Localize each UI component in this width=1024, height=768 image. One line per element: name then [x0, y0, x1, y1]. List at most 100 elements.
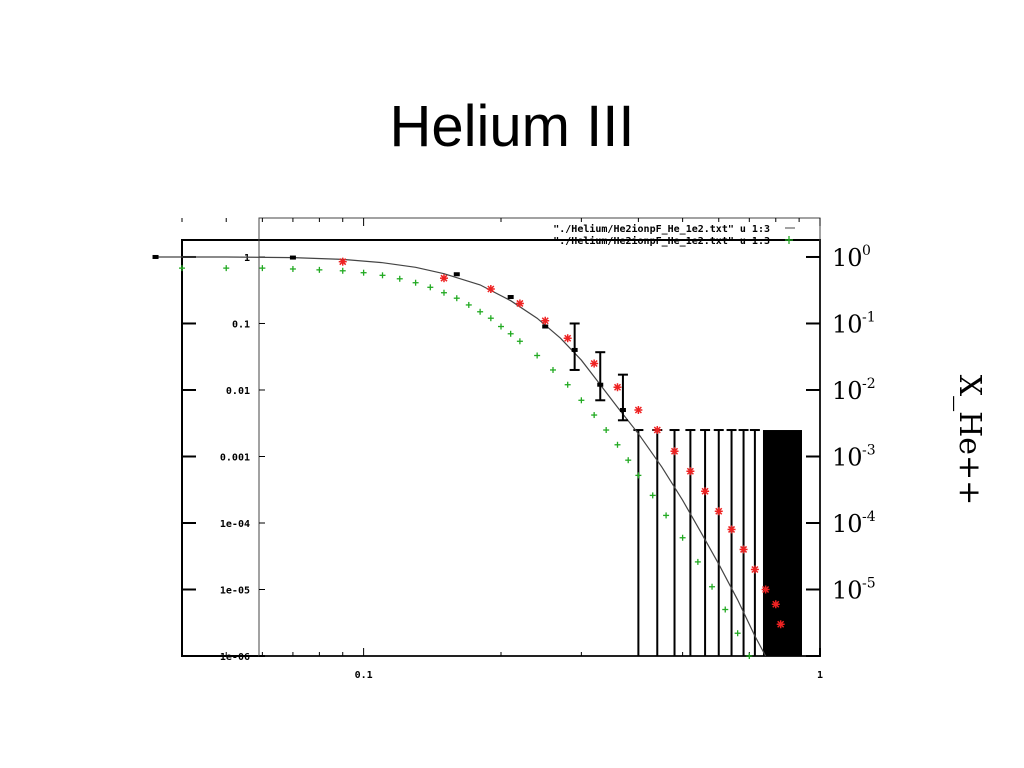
- data-point-star: [563, 334, 572, 343]
- legend: "./Helium/He2ionpF_He_1e2.txt" u 1:3"./H…: [553, 223, 795, 247]
- data-point-star: [771, 600, 780, 609]
- left-y-tick-label: 1e-05: [220, 585, 250, 596]
- right-y-tick-label: 10: [832, 510, 863, 538]
- data-point-star: [761, 585, 770, 594]
- left-y-tick-label: 1: [244, 253, 250, 264]
- data-point-star: [670, 447, 679, 456]
- data-point-plus: [550, 366, 557, 373]
- right-y-tick-exponent: 0: [862, 243, 871, 259]
- data-point-plus: [746, 653, 753, 659]
- star-stroke: [715, 507, 723, 515]
- data-point-plus: [360, 269, 367, 276]
- star-stroke: [339, 258, 347, 266]
- data-point-star: [750, 565, 759, 574]
- data-point-star: [590, 359, 599, 368]
- star-stroke: [564, 334, 572, 342]
- star-stroke: [541, 317, 549, 325]
- data-point-plus: [564, 381, 571, 388]
- data-point-plus: [534, 352, 541, 359]
- left-y-tick-label: 1e-06: [220, 652, 250, 663]
- data-point-star: [634, 406, 643, 415]
- chart-frames: [181, 217, 821, 657]
- right-y-tick-exponent: -3: [862, 442, 876, 458]
- star-stroke: [487, 285, 495, 293]
- legend-entry: "./Helium/He2ionpF_He_1e2.txt" u 1:3: [553, 223, 770, 235]
- left-y-tick-label: 0.01: [226, 386, 250, 397]
- right-y-tick-exponent: -2: [862, 376, 876, 392]
- series-line: [155, 256, 767, 657]
- data-point-plus: [427, 284, 434, 291]
- data-point-plus: [603, 427, 610, 434]
- data-point-plus: [722, 606, 729, 613]
- data-point-plus: [507, 330, 514, 337]
- data-point-star: [515, 299, 524, 308]
- data-point-star: [686, 467, 695, 476]
- data-point-plus: [635, 472, 642, 479]
- data-point-plus: [734, 630, 741, 637]
- left-y-tick-label: 1e-04: [220, 519, 250, 530]
- outer-plot-frame: [181, 239, 821, 657]
- star-stroke: [634, 406, 642, 414]
- data-point-square: [619, 408, 626, 413]
- data-point-plus: [679, 534, 686, 541]
- star-stroke: [740, 545, 748, 553]
- left-y-axis: 1 0.1 0.01 0.001 1e-04 1e-05 1e-06: [182, 253, 265, 663]
- data-point-plus: [259, 265, 266, 272]
- right-y-tick-label: 10: [832, 576, 863, 604]
- data-point-square: [542, 324, 549, 329]
- data-point-star: [776, 620, 785, 629]
- data-point-star: [541, 316, 550, 325]
- data-point-plus: [453, 295, 460, 302]
- right-y-tick-label: 10: [832, 244, 863, 272]
- right-y-tick-label: 10: [832, 443, 863, 471]
- star-stroke: [613, 383, 622, 391]
- x-tick-label: 1: [817, 670, 823, 681]
- star-stroke: [516, 299, 524, 307]
- star-stroke: [777, 620, 785, 628]
- right-y-tick-exponent: -1: [862, 309, 876, 325]
- data-point-plus: [440, 289, 447, 296]
- data-point-star: [486, 284, 495, 293]
- right-y-tick-exponent: -4: [862, 509, 876, 525]
- right-y-tick-label: 10: [832, 377, 863, 405]
- slide-title: Helium III: [389, 94, 635, 159]
- data-point-star: [714, 507, 723, 516]
- series-layer: [152, 254, 802, 659]
- star-stroke: [751, 565, 759, 574]
- data-point-plus: [516, 338, 523, 345]
- data-point-plus: [709, 583, 716, 590]
- left-y-tick-label: 0.001: [220, 452, 250, 463]
- upper-limit-filled-block: [762, 430, 802, 656]
- data-point-plus: [289, 265, 296, 272]
- data-point-square: [571, 347, 578, 352]
- data-point-star: [613, 383, 622, 392]
- data-point-plus: [179, 265, 185, 272]
- inner-plot-frame: [258, 217, 821, 657]
- data-point-plus: [339, 267, 346, 274]
- data-point-star: [701, 487, 710, 496]
- star-stroke: [701, 487, 709, 495]
- data-point-square: [507, 295, 514, 300]
- data-point-plus: [649, 492, 656, 499]
- data-point-plus: [625, 457, 632, 464]
- data-point-star: [439, 274, 448, 283]
- star-stroke: [728, 525, 736, 533]
- star-stroke: [686, 467, 694, 475]
- x-axis: 0.1 1: [181, 218, 823, 681]
- star-stroke: [440, 274, 448, 282]
- data-point-plus: [379, 272, 386, 279]
- data-point-plus: [487, 315, 494, 322]
- star-stroke: [762, 585, 770, 594]
- right-axis-label: X_He++: [952, 375, 987, 506]
- legend-entry: "./Helium/He2ionpF_He_1e2.txt" u 1:3: [553, 235, 770, 247]
- data-point-star: [653, 426, 662, 435]
- data-point-plus: [316, 266, 323, 273]
- data-point-plus: [223, 265, 230, 272]
- data-point-plus: [465, 301, 472, 308]
- data-point-plus: [477, 308, 484, 315]
- data-point-square: [453, 272, 460, 277]
- star-stroke: [653, 426, 661, 434]
